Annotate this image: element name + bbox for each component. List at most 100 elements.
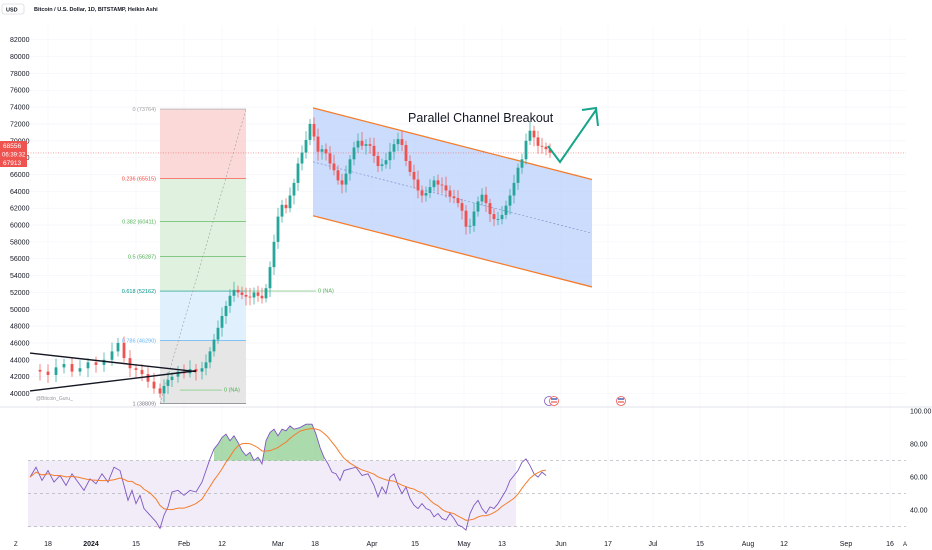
prev-price-tag: 67913 — [3, 160, 21, 167]
rsi-axis[interactable]: 100.00 80.00 60.00 40.00 — [910, 409, 932, 515]
candle-body — [62, 364, 66, 368]
candle-body — [296, 163, 300, 183]
candle-body — [392, 144, 396, 152]
time-tick-label: 18 — [44, 541, 52, 548]
time-tick-label: May — [457, 541, 471, 548]
price-tick-label: 82000 — [10, 37, 30, 44]
candle-body — [336, 170, 340, 181]
candle-body — [272, 241, 276, 268]
price-tick-label: 54000 — [10, 273, 30, 280]
zoom-icon[interactable]: Z — [14, 542, 18, 548]
candle-body — [540, 145, 544, 147]
time-axis[interactable]: 18 2024 15 Feb 12 Mar 18 Apr 15 May 13 Jun 17 Jul 15 Au… — [44, 541, 894, 548]
candle-body — [176, 371, 180, 377]
candle-body — [152, 381, 156, 389]
watermark: @Bitcoin_Guru_ — [36, 396, 73, 402]
candle-body — [252, 292, 256, 298]
fib-zone — [160, 178, 246, 222]
fib-level-label: 0.382 (60411) — [122, 220, 156, 226]
candle-body — [356, 140, 360, 148]
rsi-pane — [28, 423, 906, 531]
candle-body — [320, 149, 324, 152]
candle-body — [300, 152, 304, 164]
candle-body — [194, 369, 198, 372]
price-tick-label: 44000 — [10, 357, 30, 364]
fib-zone — [160, 221, 246, 257]
candle-body — [70, 364, 74, 372]
arrow-head-icon — [581, 106, 599, 127]
candle-body — [476, 201, 480, 212]
channel-annotation[interactable]: Parallel Channel Breakout — [408, 111, 554, 125]
time-tick-label: 16 — [886, 541, 894, 548]
rsi-tick-label: 40.00 — [910, 508, 928, 515]
candle-body — [220, 316, 224, 328]
time-tick-label: Aug — [742, 541, 755, 548]
channel-upper-line[interactable] — [312, 107, 593, 181]
candle-body — [352, 147, 356, 160]
fib-level-label: 0.236 (65515) — [122, 177, 156, 183]
candle-body — [46, 371, 50, 375]
time-tick-label: Jul — [649, 541, 658, 548]
price-tick-label: 72000 — [10, 121, 30, 128]
candle-body — [288, 195, 292, 209]
us-flag-icon[interactable] — [616, 396, 626, 406]
candle-body — [276, 216, 280, 242]
fibonacci-retracement[interactable]: 0 (73764) 0.236 (65515) 0.382 (60411) 0.5 (… — [122, 107, 334, 407]
time-tick-label: 15 — [411, 541, 419, 548]
price-axis[interactable]: 8200080000780007600074000720007000068000… — [10, 37, 30, 398]
candle-body — [292, 182, 296, 196]
price-tick-label: 52000 — [10, 290, 30, 297]
candle-body — [536, 137, 540, 146]
channel-lower-line[interactable] — [312, 215, 593, 288]
fib-level-label: 0.5 (56287) — [128, 254, 156, 260]
auto-scale-icon[interactable]: A — [903, 542, 907, 548]
fib-zone — [160, 291, 246, 341]
candle-body — [232, 289, 236, 296]
price-tick-label: 56000 — [10, 256, 30, 263]
fib-level-label: 0.786 (46290) — [122, 339, 156, 345]
candle-body — [480, 194, 484, 202]
candle-body — [158, 388, 162, 394]
price-tick-label: 58000 — [10, 239, 30, 246]
horizontal-level-label: 0 (NA) — [318, 289, 334, 295]
fib-zone — [160, 109, 246, 179]
candle-body — [204, 362, 208, 369]
rsi-ma-line — [29, 427, 547, 521]
event-flag-icons[interactable] — [544, 396, 626, 406]
us-flag-icon[interactable] — [549, 396, 559, 406]
candle-body — [380, 164, 384, 167]
candle-body — [224, 305, 228, 317]
forecast-arrow-line[interactable] — [547, 109, 597, 164]
candle-body — [488, 203, 492, 215]
price-tick-label: 74000 — [10, 105, 30, 112]
time-tick-label: 15 — [696, 541, 704, 548]
candle-body — [432, 180, 436, 188]
candle-body — [368, 144, 372, 146]
time-tick-label: Feb — [178, 541, 190, 548]
candle-body — [444, 185, 448, 191]
candle-body — [264, 288, 268, 299]
candle-body — [78, 368, 82, 372]
candle-body — [236, 289, 240, 293]
triangle-pattern[interactable] — [29, 352, 197, 392]
parallel-channel[interactable] — [28, 107, 906, 288]
candle-body — [128, 358, 132, 369]
triangle-upper-line[interactable] — [29, 352, 197, 373]
candle-body — [110, 351, 114, 360]
candle-body — [384, 160, 388, 165]
candle-body — [280, 204, 284, 217]
currency-button[interactable] — [1, 3, 25, 15]
scale-buttons[interactable]: Z A — [14, 542, 907, 548]
candle-body — [408, 161, 412, 172]
candle-body — [348, 159, 352, 174]
candle-body — [504, 205, 508, 215]
candle-body — [436, 180, 440, 185]
candle-body — [440, 184, 444, 186]
candle-body — [404, 144, 408, 162]
candle-body — [86, 362, 90, 369]
forecast-arrow[interactable] — [547, 106, 599, 164]
triangle-lower-line[interactable] — [29, 370, 197, 392]
time-tick-label: 2024 — [83, 541, 99, 548]
time-tick-label: 12 — [218, 541, 226, 548]
